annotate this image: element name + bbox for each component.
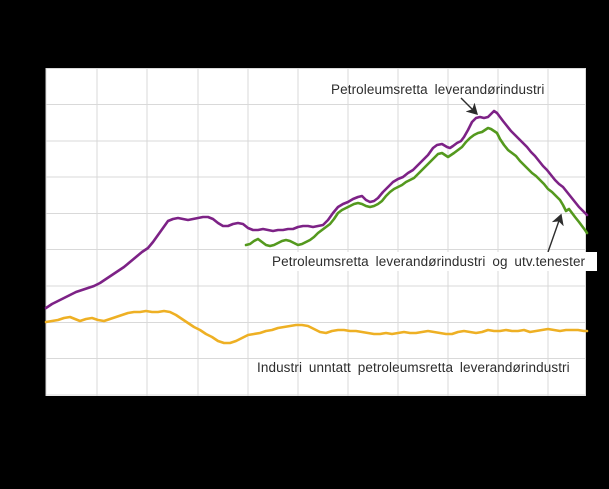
- green-series-label: Petroleumsretta leverandørindustri og ut…: [266, 252, 598, 271]
- arrow-to-purple-line: [460, 97, 478, 115]
- line-petroleumsretta-leverandorindustri-og-utv-tenester: [244, 126, 589, 248]
- plot-background: [46, 68, 586, 396]
- line-industri-unntatt-petroleumsretta-leverandorindustri: [44, 309, 589, 345]
- plot-area: [44, 68, 589, 396]
- purple-series-label: Petroleumsretta leverandørindustri: [331, 82, 545, 97]
- arrow-to-green-line: [547, 213, 564, 253]
- yellow-series-label: Industri unntatt petroleumsretta leveran…: [257, 360, 570, 375]
- line-petroleumsretta-leverandorindustri: [44, 109, 589, 310]
